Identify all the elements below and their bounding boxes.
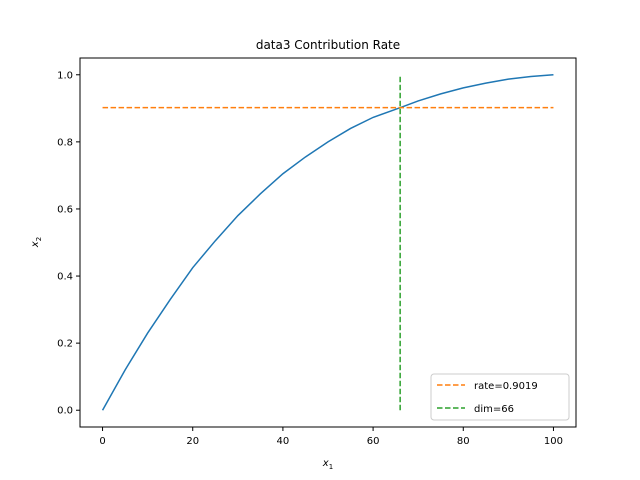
chart-title: data3 Contribution Rate: [256, 38, 400, 52]
x-axis-label-main: x: [322, 458, 329, 469]
legend-box: [430, 373, 570, 421]
x-tick-label: 100: [544, 436, 563, 447]
x-tick-label: 80: [457, 436, 470, 447]
y-tick-label: 1.0: [57, 70, 73, 81]
y-axis-label: x2: [30, 237, 43, 248]
y-tick-label: 0.4: [57, 272, 73, 283]
plot-area: [79, 57, 577, 428]
series-line-0: [101, 74, 554, 411]
y-axis-ticks: 0.0 0.2 0.4 0.6 0.8 1.0: [57, 70, 80, 417]
y-tick-label: 0.8: [57, 137, 73, 148]
legend-label-rate: rate=0.9019: [474, 381, 538, 392]
series-layer: [101, 74, 554, 411]
plot-frame: [79, 57, 577, 428]
y-tick-label: 0.0: [57, 406, 73, 417]
x-axis-label: x1: [322, 458, 333, 471]
legend-label-dim: dim=66: [474, 404, 514, 415]
y-axis-label-subscript: 2: [35, 237, 43, 241]
x-tick-label: 0: [99, 436, 105, 447]
y-tick-label: 0.6: [57, 204, 73, 215]
x-tick-label: 60: [367, 436, 380, 447]
y-axis-label-main: x: [30, 241, 41, 248]
x-axis-label-subscript: 1: [329, 463, 333, 471]
x-tick-label: 40: [277, 436, 290, 447]
x-axis-ticks: 0 20 40 60 80 100: [99, 427, 563, 447]
y-tick-label: 0.2: [57, 339, 73, 350]
x-tick-label: 20: [186, 436, 199, 447]
legend: rate=0.9019 dim=66: [430, 373, 570, 421]
